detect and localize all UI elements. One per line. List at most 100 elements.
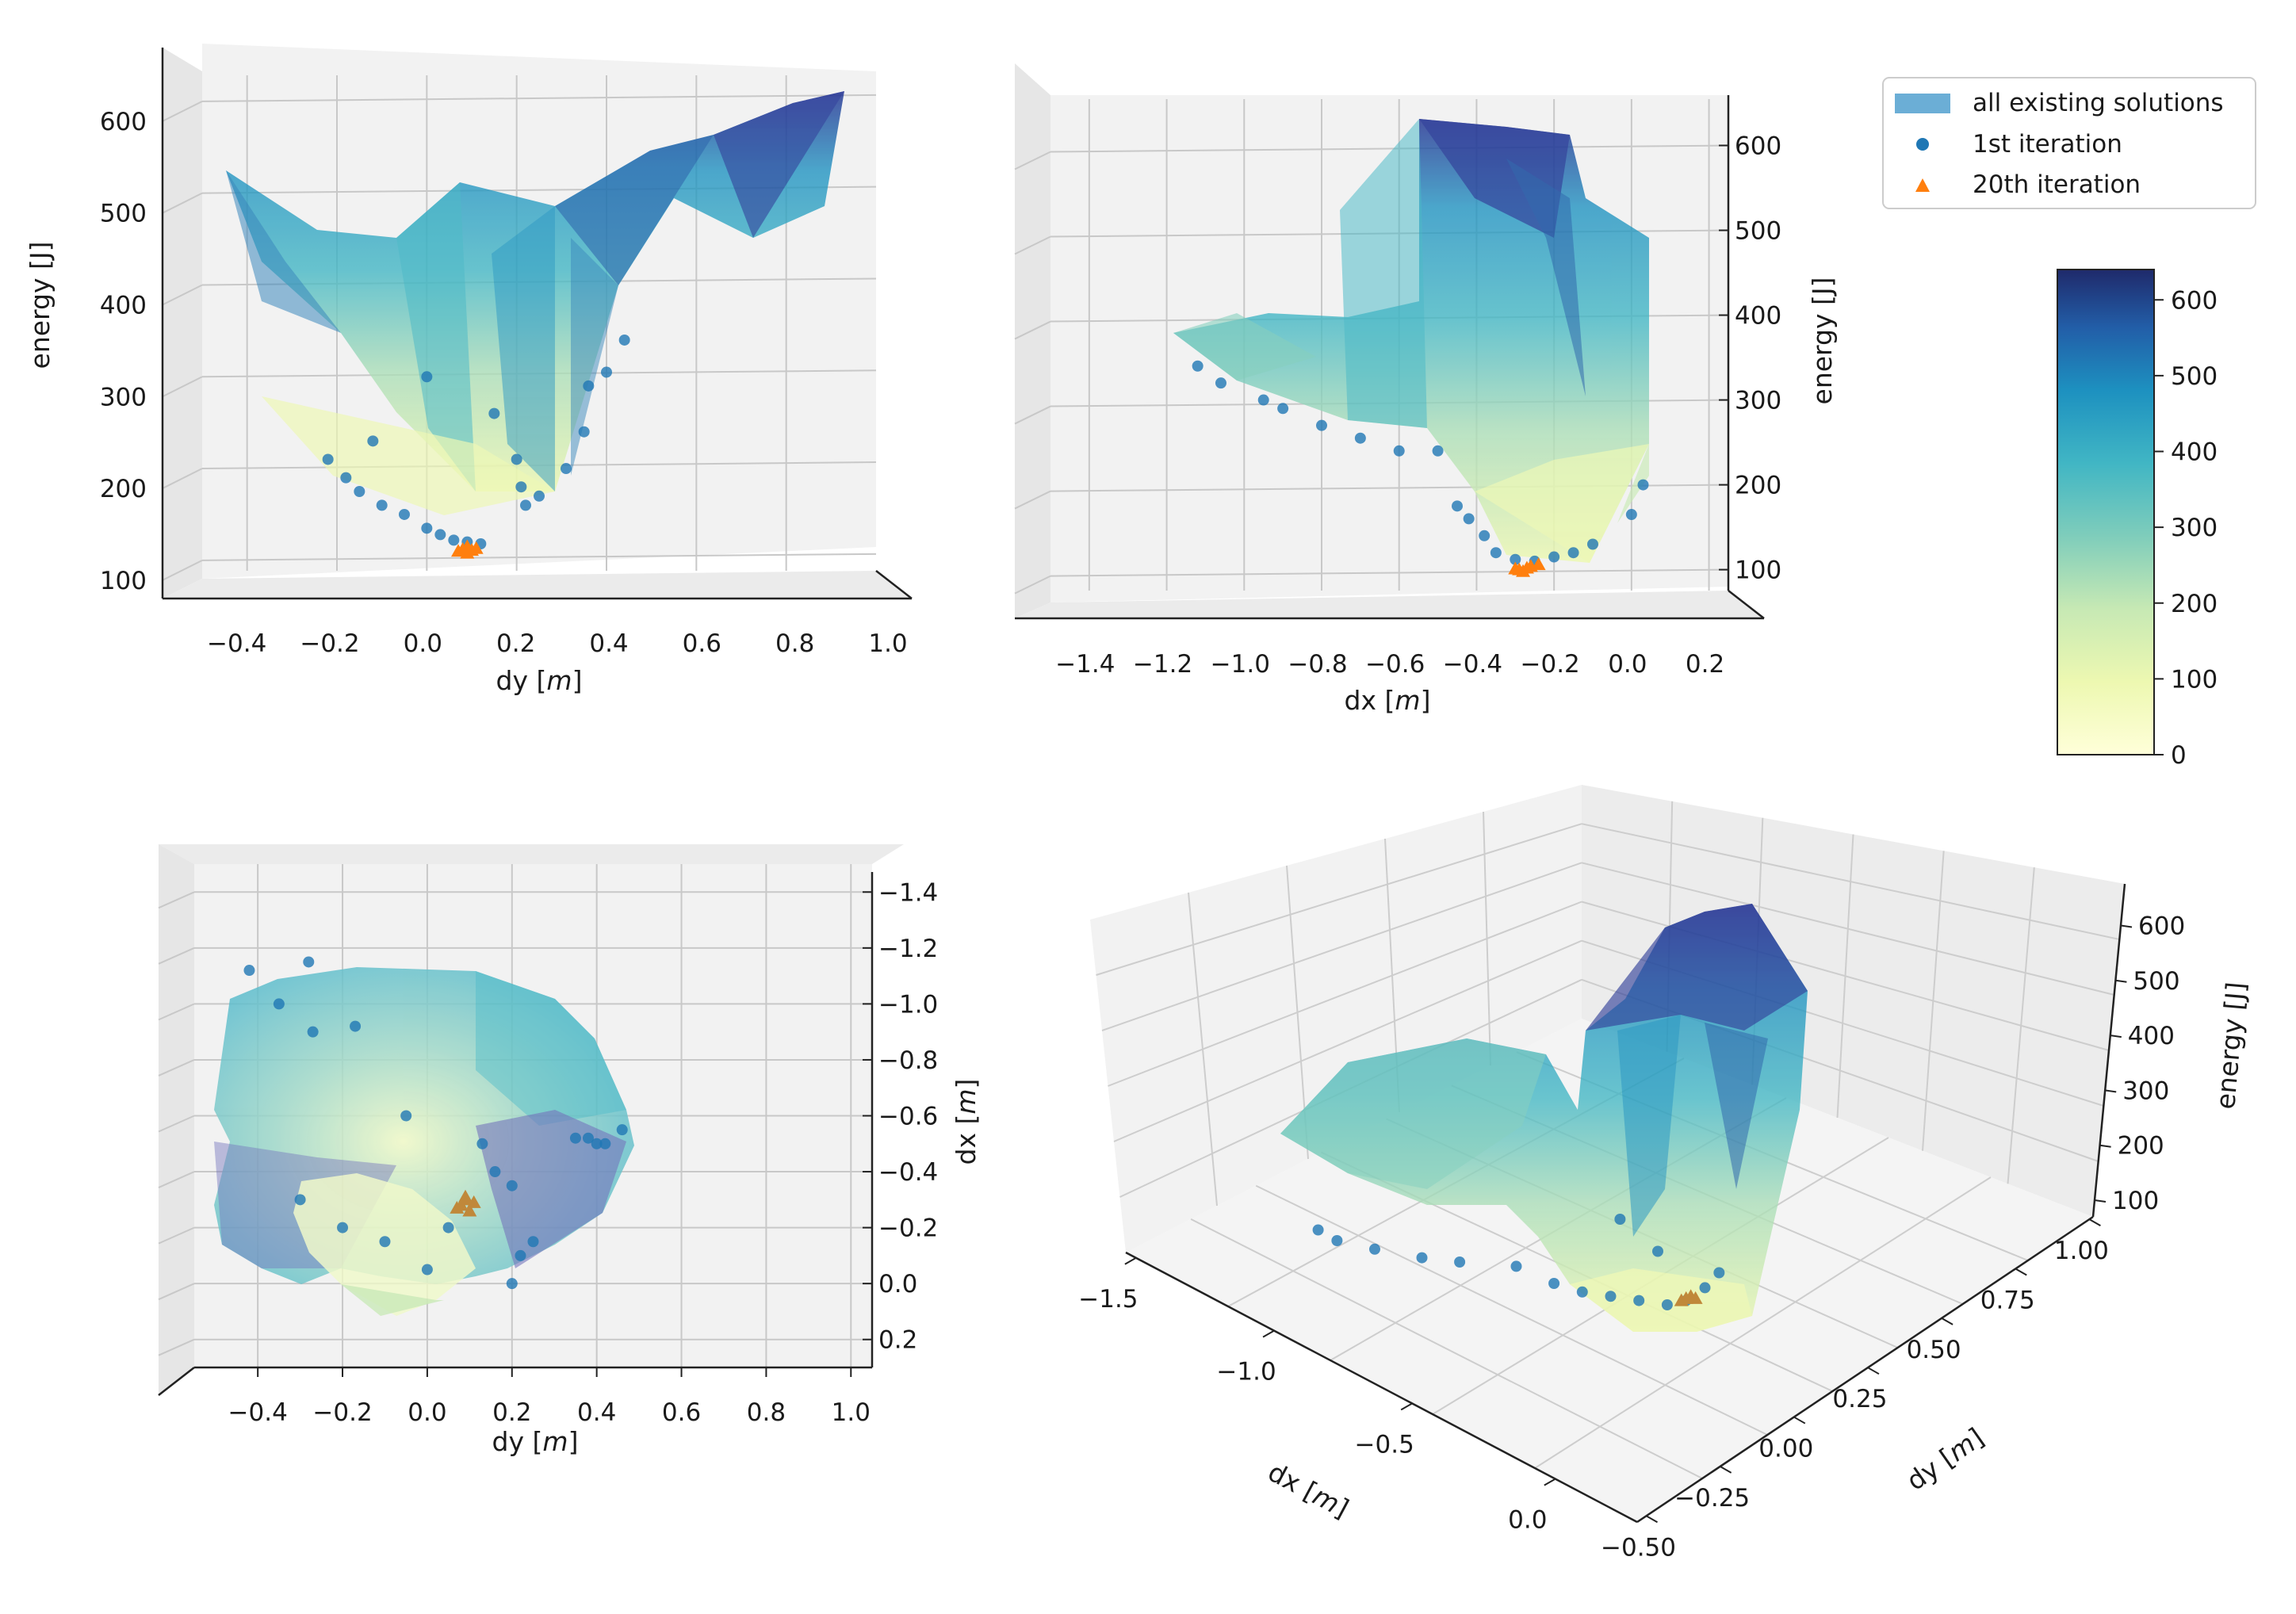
colorbar-tick-label: 300: [2171, 514, 2218, 542]
colorbar-tick-label: 0: [2171, 741, 2187, 770]
y-tick-label: −1.2: [878, 935, 938, 963]
legend-label-iter1: 1st iteration: [1973, 130, 2122, 159]
y-axis-ticks: 100 200 300 400 500 600: [1719, 95, 1781, 591]
y-axis-label: dx [m]: [951, 1079, 982, 1165]
iteration-1-point: [1215, 377, 1226, 389]
x-tick-label: −0.6: [1365, 650, 1425, 679]
iteration-20-point: [450, 1200, 465, 1214]
side-pane: [1015, 63, 1050, 618]
iteration-1-point: [1661, 1299, 1673, 1310]
y-axis-label: energy [J]: [1807, 277, 1838, 405]
y-tick-label: 0.00: [1758, 1435, 1813, 1463]
x-tick-label: 0.0: [1608, 650, 1647, 679]
iteration-1-point: [1257, 394, 1269, 406]
iteration-1-point: [1633, 1295, 1645, 1306]
iteration-1-point: [489, 1166, 501, 1178]
legend-label-iter20: 20th iteration: [1973, 170, 2141, 199]
iteration-1-point: [578, 426, 590, 438]
x-axis-label: dy [m]: [492, 1426, 579, 1457]
iteration-20-point: [462, 1203, 477, 1217]
iteration-1-point: [350, 1020, 362, 1032]
iteration-1-point: [511, 453, 522, 465]
iteration-1-point: [243, 965, 255, 977]
iteration-1-point: [561, 463, 572, 475]
iteration-1-point: [421, 522, 433, 534]
iteration-1-point: [520, 499, 531, 511]
panel-dx-vs-dy: −1.4−1.2−1.0−0.8−0.6−0.4−0.20.00.2 −0.4−…: [158, 844, 982, 1457]
z-tick-label: 400: [2128, 1022, 2175, 1050]
iteration-1-point: [1652, 1245, 1663, 1257]
iteration-1-point: [506, 1278, 518, 1290]
side-pane: [163, 48, 202, 599]
iteration-1-point: [367, 435, 379, 447]
iteration-1-point: [1277, 403, 1289, 415]
iteration-1-point: [591, 1138, 603, 1149]
iteration-1-point: [1567, 547, 1579, 559]
top-pane: [159, 844, 904, 864]
y-tick-label: 0.0: [878, 1270, 917, 1298]
legend-label-surface: all existing solutions: [1973, 89, 2224, 117]
iteration-1-point: [515, 1249, 526, 1261]
iteration-1-point: [1490, 547, 1502, 559]
colorbar-tick-label: 100: [2171, 665, 2218, 694]
iteration-1-point: [1625, 509, 1637, 521]
iteration-1-point: [1393, 445, 1405, 457]
y-tick-label: 100: [100, 567, 147, 595]
colorbar-ticks: 0 100 200 300 400 500 600: [2154, 286, 2218, 770]
x-tick-label: 0.2: [496, 629, 535, 658]
iteration-1-point: [1463, 513, 1475, 525]
x-tick-label: −0.5: [1355, 1430, 1414, 1459]
iteration-1-point: [434, 529, 446, 541]
iteration-1-point: [1637, 479, 1649, 491]
iteration-1-point: [442, 1222, 454, 1233]
iteration-1-point: [1454, 1256, 1466, 1268]
side-pane: [159, 844, 194, 1395]
x-tick-label: −0.4: [207, 629, 266, 658]
legend: all existing solutions 1st iteration 20t…: [1882, 77, 2256, 209]
x-tick-label: −0.8: [1288, 650, 1347, 679]
x-tick-label: −0.2: [312, 1398, 372, 1427]
y-tick-label: 0.75: [1980, 1286, 2035, 1314]
iteration-1-point: [506, 1180, 518, 1191]
iteration-markers: [243, 956, 628, 1290]
iteration-1-point: [569, 1132, 581, 1144]
colorbar-tick-label: 200: [2171, 590, 2218, 618]
x-tick-label: 0.6: [683, 629, 721, 658]
iteration-1-point: [1713, 1267, 1725, 1279]
z-tick-label: 500: [2133, 967, 2179, 996]
x-tick-label: 0.0: [404, 629, 442, 658]
iteration-20-point: [1531, 557, 1546, 571]
iteration-markers: [1312, 1214, 1725, 1310]
z-tick-label: 200: [2118, 1132, 2164, 1161]
z-axis-label: energy [J]: [2210, 981, 2252, 1111]
iteration-1-point: [1479, 530, 1490, 541]
panel-3d: −1.5 −1.0 −0.5 0.0 dx [m] −0.50 −0.25 0.00 0.2…: [1078, 785, 2252, 1562]
y-axis-label: dy [m]: [1901, 1421, 1990, 1496]
x-tick-label: 0.6: [662, 1398, 701, 1427]
iteration-1-point: [515, 481, 527, 493]
right-back-pane: [1582, 785, 2125, 1217]
x-tick-label: 0.2: [492, 1398, 531, 1427]
colorbar-tick-label: 400: [2171, 438, 2218, 467]
colorbar-body: [2057, 269, 2155, 755]
y-tick-label: −0.8: [878, 1046, 938, 1075]
iteration-1-point: [476, 1138, 488, 1149]
x-tick-label: 1.0: [832, 1398, 871, 1427]
iteration-20-point: [1508, 561, 1523, 575]
x-axis-ticks: −0.4 −0.2 0.0 0.2 0.4 0.6 0.8 1.0: [163, 570, 913, 658]
x-tick-label: −0.4: [228, 1398, 288, 1427]
iteration-1-point: [1331, 1235, 1343, 1246]
legend-triangle-icon: [1915, 178, 1930, 192]
x-tick-label: 0.0: [1508, 1506, 1547, 1535]
y-tick-label: 300: [1735, 387, 1781, 415]
y-tick-label: 500: [100, 200, 147, 228]
y-tick-label: −1.4: [878, 878, 938, 907]
iteration-1-point: [376, 499, 388, 511]
y-tick-label: −0.50: [1601, 1533, 1676, 1562]
surface: [226, 91, 844, 515]
colorbar-tick-label: 500: [2171, 362, 2218, 391]
x-tick-label: −1.4: [1055, 650, 1115, 679]
iteration-1-point: [1699, 1282, 1711, 1294]
